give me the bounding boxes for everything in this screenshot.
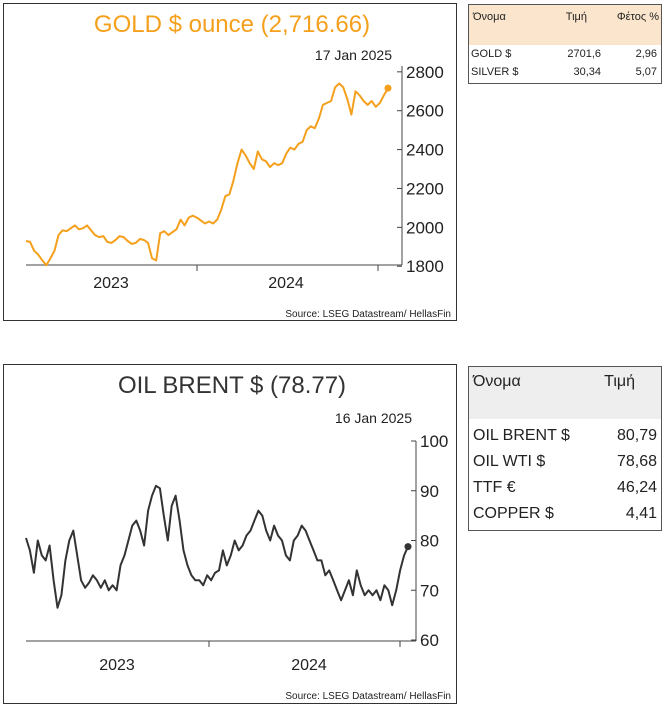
oil-last-point-marker bbox=[404, 543, 412, 551]
gold-chart-title: GOLD $ ounce (2,716.66) bbox=[94, 11, 370, 38]
table-cell-ytd: 5,07 bbox=[635, 66, 657, 78]
oil-y-tick-label: 100 bbox=[420, 432, 448, 451]
table-cell-name: OIL BRENT $ bbox=[473, 427, 570, 444]
table-cell-name: COPPER $ bbox=[473, 505, 554, 522]
oil-chart-date: 16 Jan 2025 bbox=[335, 410, 412, 426]
gold-y-tick-label: 2800 bbox=[406, 63, 444, 82]
table-row: OIL BRENT $ 80,79 bbox=[469, 425, 661, 451]
oil-chart-panel: OIL BRENT $ (78.77) 16 Jan 2025 Source: … bbox=[3, 364, 457, 704]
table-header-row: Όνομα Τιμή Φέτος % bbox=[469, 5, 661, 45]
gold-chart-source: Source: LSEG Datastream/ HellasFin bbox=[285, 309, 451, 320]
gold-y-tick-label: 2600 bbox=[406, 102, 444, 121]
table-cell-ytd: 2,96 bbox=[635, 48, 657, 60]
column-header-price: Τιμή bbox=[604, 373, 635, 390]
oil-chart-source: Source: LSEG Datastream/ HellasFin bbox=[285, 691, 451, 702]
oil-y-tick-label: 70 bbox=[420, 581, 439, 600]
table-cell-name: OIL WTI $ bbox=[473, 453, 546, 470]
gold-chart-panel: GOLD $ ounce (2,716.66) 17 Jan 2025 Sour… bbox=[3, 3, 457, 321]
oil-price-table: Όνομα Τιμή OIL BRENT $ 80,79 OIL WTI $ 7… bbox=[468, 366, 662, 531]
gold-y-tick-label: 2400 bbox=[406, 141, 444, 160]
oil-x-tick-label: 2023 bbox=[99, 657, 135, 674]
table-cell-price: 4,41 bbox=[625, 505, 657, 522]
gold-last-point-marker bbox=[384, 84, 392, 92]
table-cell-price: 2701,6 bbox=[567, 48, 601, 60]
table-cell-name: TTF € bbox=[473, 479, 516, 496]
gold-price-table: Όνομα Τιμή Φέτος % GOLD $ 2701,6 2,96 SI… bbox=[468, 4, 662, 84]
table-cell-price: 30,34 bbox=[573, 66, 601, 78]
oil-y-tick-label: 80 bbox=[420, 532, 439, 551]
table-header-row: Όνομα Τιμή bbox=[469, 367, 661, 419]
gold-y-tick-label: 2200 bbox=[406, 179, 444, 198]
table-cell-price: 46,24 bbox=[616, 479, 657, 496]
oil-chart-title: OIL BRENT $ (78.77) bbox=[118, 372, 346, 399]
table-cell-name: SILVER $ bbox=[471, 66, 519, 78]
oil-x-tick-label: 2024 bbox=[291, 657, 327, 674]
table-row: TTF € 46,24 bbox=[469, 477, 661, 503]
gold-x-tick-label: 2024 bbox=[268, 275, 304, 292]
table-cell-price: 80,79 bbox=[616, 427, 657, 444]
table-row: SILVER $ 30,34 5,07 bbox=[469, 65, 661, 83]
table-row: COPPER $ 4,41 bbox=[469, 503, 661, 529]
column-header-name: Όνομα bbox=[473, 11, 506, 23]
table-row: OIL WTI $ 78,68 bbox=[469, 451, 661, 477]
oil-chart: OIL BRENT $ (78.77) 16 Jan 2025 Source: … bbox=[25, 372, 451, 702]
gold-series-line bbox=[25, 82, 389, 267]
table-cell-name: GOLD $ bbox=[471, 48, 512, 60]
gold-chart-date: 17 Jan 2025 bbox=[315, 47, 392, 63]
table-row: GOLD $ 2701,6 2,96 bbox=[469, 47, 661, 65]
table-cell-price: 78,68 bbox=[616, 453, 657, 470]
gold-x-tick-label: 2023 bbox=[93, 275, 129, 292]
gold-y-tick-label: 1800 bbox=[406, 257, 444, 276]
column-header-price: Τιμή bbox=[565, 11, 587, 23]
gold-y-tick-label: 2000 bbox=[406, 218, 444, 237]
gold-chart: GOLD $ ounce (2,716.66) 17 Jan 2025 Sour… bbox=[25, 11, 451, 320]
oil-series-line bbox=[25, 484, 409, 609]
oil-y-tick-label: 60 bbox=[420, 631, 439, 650]
column-header-ytd: Φέτος % bbox=[616, 11, 659, 23]
oil-y-tick-label: 90 bbox=[420, 482, 439, 501]
column-header-name: Όνομα bbox=[473, 373, 521, 390]
